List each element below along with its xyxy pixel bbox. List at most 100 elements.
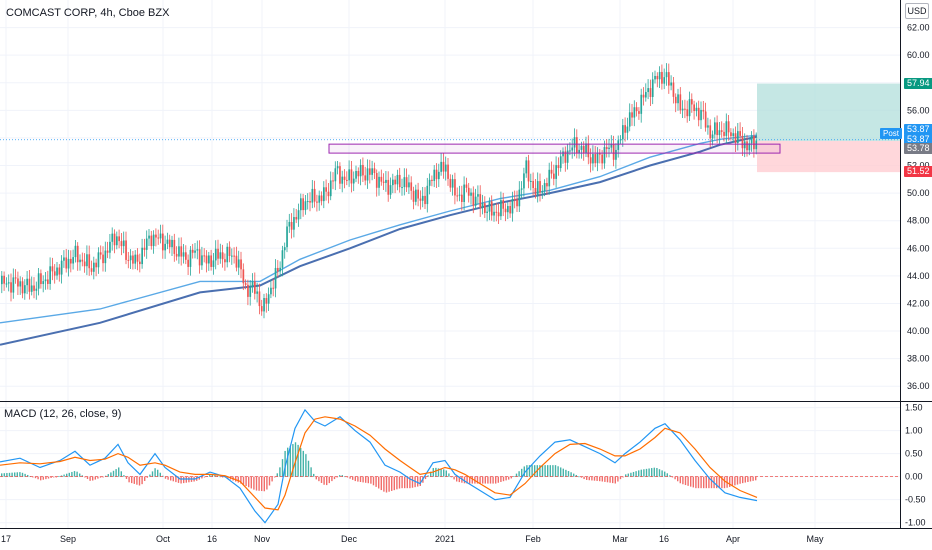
macd-histogram-bar [495, 476, 497, 484]
macd-histogram-bar [175, 476, 177, 483]
macd-histogram-bar [118, 467, 120, 477]
macd-histogram-bar [266, 476, 268, 490]
macd-histogram-bar [292, 444, 294, 477]
candle-body [173, 239, 176, 254]
candle-body [470, 192, 472, 196]
macd-histogram-bar [674, 476, 676, 480]
macd-histogram-bar [352, 476, 354, 480]
candle-body [654, 75, 656, 80]
macd-histogram-bar [515, 473, 518, 477]
candle-body [727, 121, 730, 133]
stop-price-tag: 51.52 [904, 166, 932, 178]
candle-body [458, 194, 461, 196]
candle-body [297, 210, 300, 220]
candle-body [394, 179, 396, 185]
macd-histogram-bar [736, 476, 739, 485]
candle-body [260, 306, 263, 312]
macd-histogram-bar [430, 471, 432, 477]
candle-body [279, 267, 281, 272]
candle-body [739, 131, 741, 136]
macd-histogram-bar [242, 476, 245, 485]
macd-histogram-bar [89, 476, 91, 481]
candle-body [559, 156, 562, 169]
macd-histogram-bar [391, 476, 393, 491]
macd-histogram-bar [284, 450, 286, 477]
candle-body [481, 203, 484, 209]
macd-histogram-bar [749, 476, 752, 482]
macd-histogram-bar [466, 476, 468, 484]
macd-tick-label: 0.50 [905, 449, 923, 459]
macd-histogram-bar [248, 476, 250, 488]
macd-histogram-bar [159, 472, 161, 477]
macd-histogram-bar [734, 476, 736, 486]
candle-body [603, 147, 606, 164]
candle-body [49, 266, 51, 284]
macd-histogram-bar [596, 476, 598, 481]
macd-tick-label: 1.00 [905, 426, 923, 436]
candle-body [24, 285, 26, 294]
candle-body [320, 195, 323, 202]
macd-histogram-bar [123, 475, 125, 477]
candle-body [35, 288, 38, 291]
candle-body [734, 133, 737, 144]
candle-body [465, 184, 468, 188]
candle-body [463, 184, 465, 202]
candle-body [210, 255, 212, 267]
candle-body [93, 262, 95, 272]
macd-histogram-bar [37, 476, 39, 480]
candle-body [571, 147, 574, 151]
candle-body [1, 275, 3, 285]
chart-title: COMCAST CORP, 4h, Cboe BZX [6, 7, 170, 19]
macd-histogram-bar [612, 476, 614, 484]
macd-histogram-bar [718, 476, 720, 489]
macd-histogram-bar [547, 465, 549, 477]
macd-histogram-bar [684, 476, 687, 486]
macd-histogram-bar [419, 476, 421, 486]
candle-body [125, 240, 127, 260]
candle-body [325, 187, 327, 192]
candle-body [385, 179, 387, 183]
candle-body [658, 71, 661, 80]
candle-body [95, 262, 97, 268]
macd-histogram-bar [632, 471, 635, 477]
macd-histogram-bar [591, 476, 593, 481]
macd-histogram-bar [492, 476, 494, 484]
macd-histogram-bar [593, 476, 596, 481]
candle-body [656, 75, 659, 80]
candle-body [17, 278, 19, 287]
macd-histogram-bar [146, 476, 148, 478]
macd-histogram-bar [14, 472, 16, 477]
macd-histogram-bar [68, 472, 70, 477]
macd-histogram-bar [554, 465, 557, 477]
macd-histogram-bar [578, 476, 580, 478]
macd-histogram-bar [393, 476, 395, 491]
candle-body [408, 182, 410, 188]
moving-average-fast [0, 134, 758, 324]
candle-body [398, 174, 401, 188]
macd-histogram-bar [271, 476, 273, 482]
candle-body [97, 252, 100, 268]
candle-body [596, 153, 599, 164]
time-tick-label: Sep [60, 534, 76, 544]
post-price-tag: 53.87 [904, 124, 932, 136]
candle-body [341, 176, 344, 184]
candle-body [605, 147, 608, 149]
candle-body [373, 168, 376, 174]
candle-body [601, 154, 603, 164]
candle-body [500, 200, 502, 217]
candle-body [311, 188, 314, 203]
candle-body [102, 254, 104, 264]
macd-histogram-bar [619, 476, 622, 480]
candle-body [472, 192, 475, 206]
macd-histogram-bar [151, 471, 154, 477]
currency-button[interactable]: USD [905, 3, 929, 19]
macd-histogram-bar [692, 476, 694, 488]
candle-body [196, 249, 199, 251]
candle-body [387, 179, 390, 195]
macd-histogram-bar [648, 468, 650, 477]
macd-histogram-bar [99, 476, 102, 478]
macd-histogram-bar [510, 476, 512, 479]
macd-histogram-bar [344, 476, 346, 478]
candle-body [182, 252, 185, 257]
candle-body [389, 185, 392, 195]
